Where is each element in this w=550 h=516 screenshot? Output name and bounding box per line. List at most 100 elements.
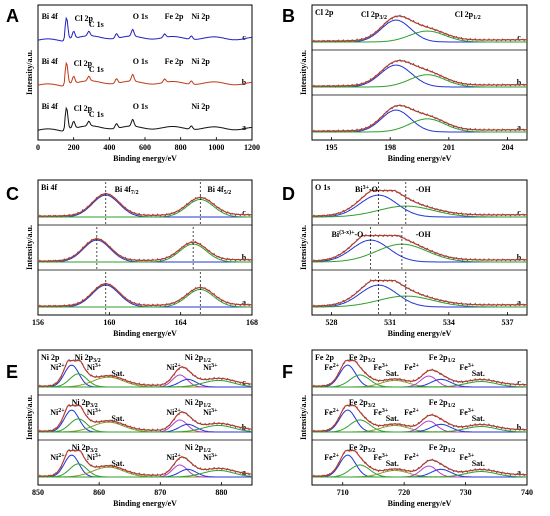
peak-label: Ni3+ (203, 363, 218, 372)
plot-frame (311, 4, 528, 141)
panel-letter-c: C (6, 184, 19, 204)
peak-label: Fe 2p (165, 12, 184, 21)
peak-label: Sat. (386, 414, 399, 423)
peak-label: O 1s (133, 57, 148, 66)
component-peak (38, 364, 252, 388)
fit-envelope (312, 235, 527, 262)
fit-envelope (38, 405, 253, 432)
x-tick-label: 880 (215, 488, 227, 497)
trace-label-c: c (517, 378, 521, 387)
raw-spectrum (311, 103, 528, 133)
peak-label: Fe2+ (404, 453, 419, 462)
fit-envelope (38, 193, 252, 217)
peak-label: Ni2+ (50, 363, 65, 372)
component-peak (312, 74, 527, 88)
peak-label: Bi 4f5/2 (207, 185, 231, 196)
peak-label: Fe 2p (165, 57, 184, 66)
peak-label: Ni 2p (191, 12, 210, 21)
trace-label-a: a (242, 123, 246, 132)
peak-label: Cl 2p3/2 (361, 10, 387, 21)
x-tick-label: 400 (103, 143, 115, 152)
x-axis-label: Binding energy/eV (388, 154, 452, 163)
x-tick-label: 160 (103, 318, 115, 327)
peak-label: Bi(3-x)+-O (332, 229, 364, 239)
peak-label: Fe2+ (404, 363, 419, 372)
raw-spectrum (37, 358, 253, 388)
component-peak (312, 30, 527, 43)
plot-frame (37, 4, 253, 141)
peak-label: Ni 2p (191, 57, 210, 66)
x-tick-label: 201 (443, 143, 455, 152)
panel-c: C 156 160 164 168 Binding energy/eV Intensity/… (6, 179, 258, 338)
raw-spectrum (37, 282, 253, 308)
component-peak (38, 424, 253, 433)
fit-envelope (312, 450, 527, 477)
component-peak (312, 243, 527, 263)
peak-label: Fe 2p3/2 (349, 398, 376, 409)
peak-label: Ni2+ (166, 453, 181, 462)
plot-frame (311, 179, 528, 316)
x-axis-label: Binding energy/eV (113, 329, 177, 338)
x-tick-label: 860 (93, 488, 105, 497)
panel-letter-f: F (282, 362, 293, 382)
peak-label: Fe2+ (324, 453, 339, 462)
peak-label: Sat. (472, 459, 485, 468)
x-tick-label: 204 (501, 143, 513, 152)
peak-label: Ni2+ (50, 453, 65, 462)
fit-envelope (312, 190, 527, 217)
x-tick-label: 870 (154, 488, 166, 497)
x-tick-label: 600 (139, 143, 151, 152)
panel-f: F 710 720 730 740 Binding energy/eV Intensity/… (282, 349, 533, 508)
trace-label-b: b (242, 78, 247, 87)
plot-frame (311, 349, 528, 486)
x-tick-label: 730 (460, 488, 472, 497)
x-tick-label: 1000 (208, 143, 224, 152)
peak-label: Sat. (472, 414, 485, 423)
trace-label-c: c (242, 378, 246, 387)
fit-envelope (312, 405, 527, 432)
peak-label: Fe 2p1/2 (429, 443, 456, 454)
component-peak (38, 454, 252, 478)
x-axis-label: Binding energy/eV (388, 499, 452, 508)
peak-label: Bi 4f (42, 57, 59, 66)
peak-label: Ni2+ (50, 408, 65, 417)
peak-label: Cl 2p1/2 (455, 10, 481, 21)
fit-envelope (38, 283, 252, 307)
panel-title: Bi 4f (41, 183, 58, 192)
panel-title: Ni 2p (41, 353, 60, 362)
plot-frame (37, 349, 253, 486)
x-axis-label: Binding energy/eV (113, 499, 177, 508)
peak-label: Cl 2p (75, 14, 94, 23)
x-tick-label: 528 (326, 318, 338, 327)
raw-spectrum (311, 14, 528, 43)
peak-label: Cl 2p (74, 59, 93, 68)
peak-label: Ni3+ (87, 363, 102, 372)
peak-label: O 1s (133, 102, 148, 111)
fit-envelope (38, 238, 252, 262)
peak-label: Ni2+ (166, 363, 181, 372)
component-peak (312, 205, 527, 218)
trace-label-a: a (517, 468, 521, 477)
x-tick-label: 720 (398, 488, 410, 497)
component-peak (312, 381, 527, 388)
y-axis-label: Intensity/a.u. (299, 225, 308, 270)
peak-label: Fe3+ (373, 408, 388, 417)
component-peak (312, 426, 527, 433)
trace-label-a: a (517, 123, 521, 132)
panel-e: E 850 860 870 880 Binding energy/eV Intensity/… (6, 349, 253, 508)
trace-label-a: a (517, 298, 521, 307)
component-peak (312, 194, 527, 218)
peak-label: Ni 2p3/2 (75, 353, 101, 364)
x-axis-label: Binding energy/eV (388, 329, 452, 338)
peak-label: Fe3+ (459, 363, 474, 372)
trace-label-b: b (242, 253, 247, 262)
survey-trace-c (37, 16, 253, 42)
y-axis-label: Intensity/a.u. (25, 225, 34, 270)
component-peak (38, 289, 252, 308)
peak-label: Fe 2p1/2 (429, 398, 456, 409)
plot-frame (37, 179, 253, 316)
peak-label: Bi 4f (42, 12, 59, 21)
trace-label-c: c (517, 208, 521, 217)
trace-label-b: b (517, 253, 522, 262)
